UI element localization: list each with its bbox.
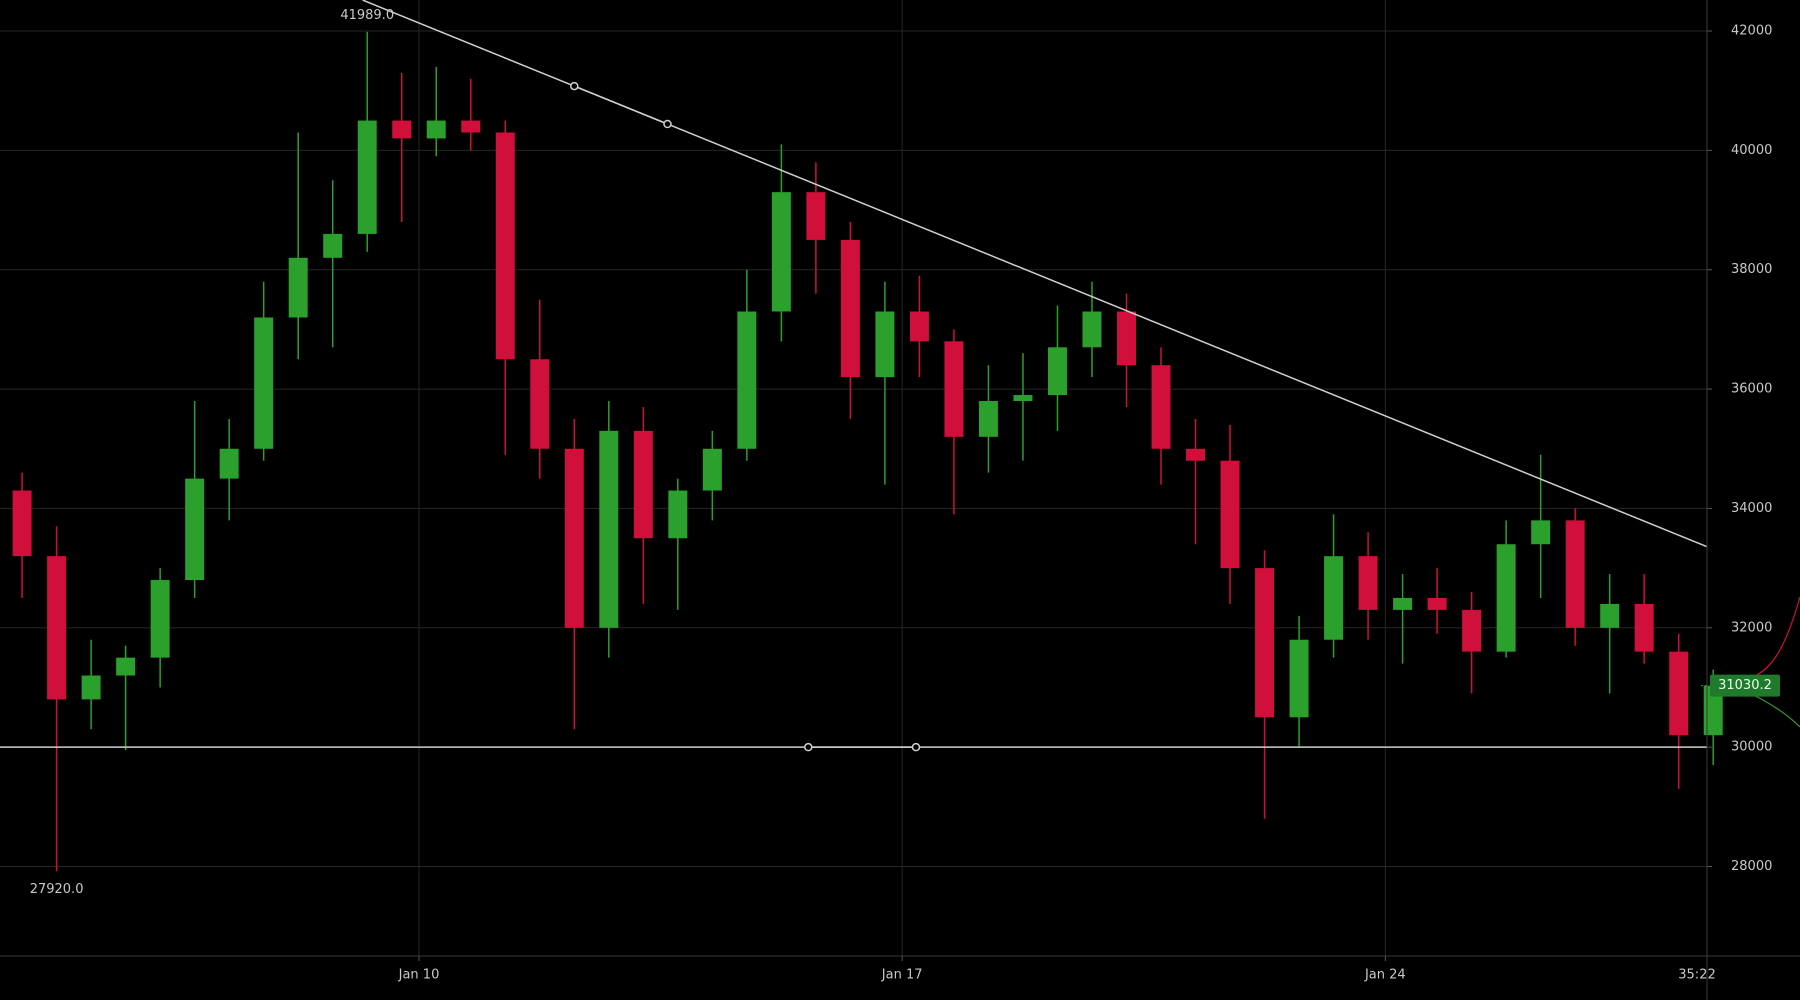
x-tick-label: Jan 24 — [1364, 968, 1406, 983]
candle-body — [564, 448, 584, 628]
candle-body — [254, 317, 274, 449]
trendline-handle — [804, 742, 813, 752]
candle-body — [1600, 603, 1620, 628]
last-price-tag — [1710, 674, 1780, 697]
candle-body — [1496, 544, 1516, 652]
candle-body — [81, 675, 101, 700]
candle-body — [1047, 347, 1067, 396]
candle-body — [599, 430, 619, 628]
candle-body — [323, 233, 343, 258]
y-tick-label: 42000 — [1731, 24, 1772, 39]
trendline-handle — [911, 742, 921, 752]
candle-body — [633, 430, 653, 539]
candle-body — [1669, 651, 1689, 736]
high-label: 41989.0 — [340, 8, 394, 23]
y-tick-label: 34000 — [1731, 501, 1772, 516]
trendline-handle — [663, 119, 672, 129]
candle-body — [840, 239, 860, 378]
candle-body — [530, 359, 550, 449]
candle-body — [1531, 520, 1551, 545]
candle-body — [219, 448, 239, 479]
low-label: 27920.0 — [30, 882, 84, 897]
candle-body — [875, 311, 895, 378]
candle-body — [357, 120, 377, 234]
x-tick-label: Jan 17 — [881, 968, 923, 983]
candle-body — [461, 120, 481, 133]
candle-body — [288, 257, 308, 318]
candle-body — [1462, 609, 1482, 652]
y-tick-label: 32000 — [1731, 620, 1772, 635]
candle-body — [702, 448, 722, 491]
countdown: 35:22 — [1678, 968, 1715, 983]
y-tick-label: 40000 — [1731, 143, 1772, 158]
trendline — [574, 85, 668, 125]
candle-body — [1255, 568, 1275, 718]
candle-body — [771, 192, 791, 312]
candle-body — [1393, 597, 1413, 610]
candle-body — [392, 120, 412, 139]
candle-body — [150, 580, 170, 658]
candle-body — [909, 311, 929, 342]
candle-body — [1082, 311, 1102, 348]
y-tick-label: 38000 — [1731, 262, 1772, 277]
candle-body — [426, 120, 446, 139]
candle-body — [1324, 556, 1344, 640]
candle-body — [185, 478, 205, 581]
candle-body — [978, 401, 998, 437]
x-tick-label: Jan 10 — [398, 968, 440, 983]
candle-body — [1703, 685, 1723, 736]
y-tick-label: 36000 — [1731, 382, 1772, 397]
y-tick-label: 28000 — [1731, 859, 1772, 874]
trendline-handle — [570, 81, 579, 91]
candle-body — [1358, 556, 1378, 610]
candle-body — [12, 490, 32, 557]
candle-body — [668, 490, 688, 539]
candle-body — [1634, 603, 1654, 652]
candle-body — [1151, 365, 1171, 449]
candle-body — [944, 341, 964, 437]
candle-body — [495, 132, 515, 360]
plot: 41989.0 27920.0 — [0, 0, 1723, 897]
candle-body — [1289, 639, 1309, 718]
candle-body — [1117, 311, 1136, 366]
candle-body — [116, 657, 136, 676]
candle-body — [1220, 460, 1240, 569]
candle-body — [737, 311, 757, 449]
axes: 28000 30000 32000 34000 36000 38000 40000 42000… — [398, 24, 1780, 983]
candle-body — [1427, 597, 1447, 610]
last-price-label: 31030.2 — [1718, 678, 1772, 693]
y-tick-label: 30000 — [1731, 740, 1772, 755]
candle-body — [1565, 520, 1585, 628]
candle-body — [806, 192, 826, 240]
candle-body — [47, 556, 67, 700]
candle-body — [1013, 395, 1033, 402]
candle-body — [1186, 448, 1206, 461]
